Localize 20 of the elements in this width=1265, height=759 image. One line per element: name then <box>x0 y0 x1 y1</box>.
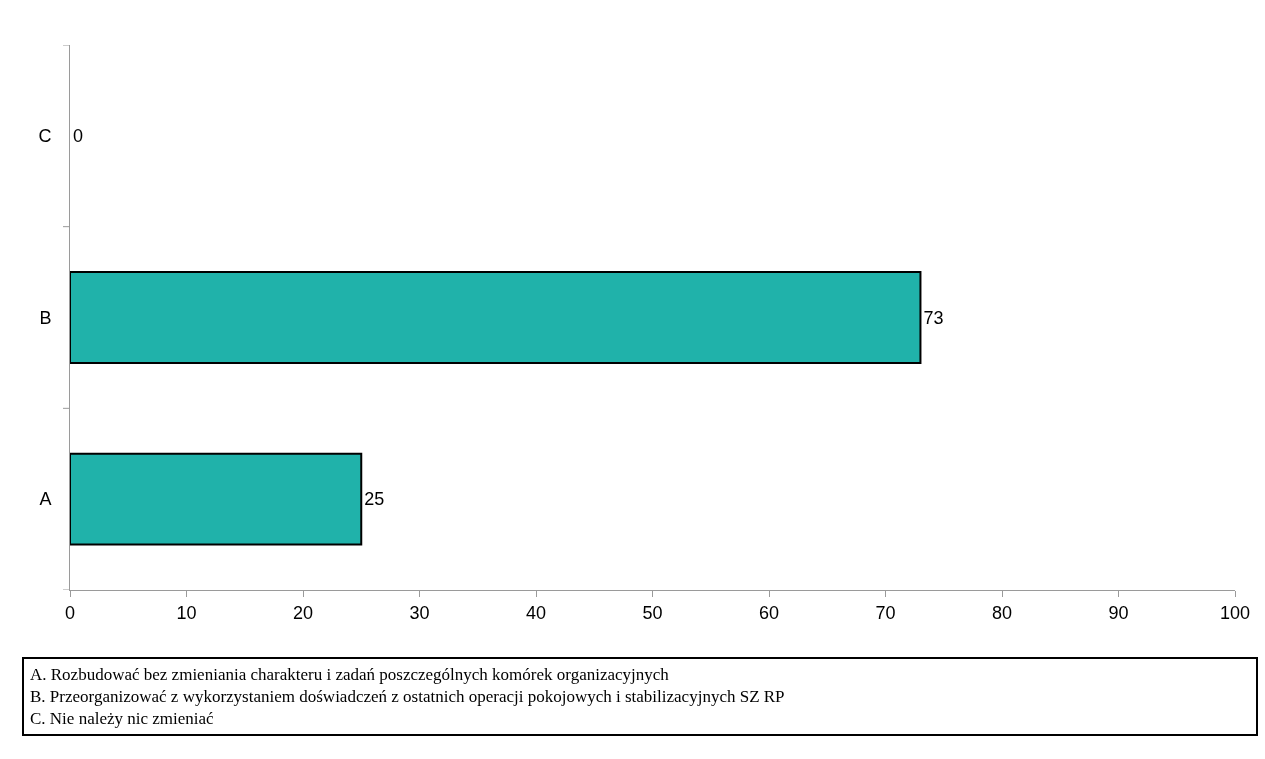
x-tick-label: 50 <box>642 602 663 623</box>
x-tick-label: 30 <box>409 602 430 623</box>
x-tick-label: 0 <box>64 602 76 623</box>
x-tick-label: 40 <box>525 602 547 623</box>
x-tick-label: 80 <box>991 602 1013 623</box>
text: A. Rozbudować bez zmieniania charakteru i zadań poszczególnych komórek organizacyjnych <box>30 665 670 684</box>
data-label: 0 <box>73 125 84 146</box>
y-tick-label: A <box>39 489 52 510</box>
data-label: 25 <box>364 489 385 510</box>
y-tick-label: B <box>39 307 52 328</box>
x-tick-label: 100 <box>1219 602 1251 623</box>
data-label: 73 <box>923 307 944 328</box>
x-tick-label: 90 <box>1108 602 1129 623</box>
x-tick-label: 20 <box>292 602 314 623</box>
x-tick-label: 10 <box>176 602 197 623</box>
x-tick-label: 70 <box>875 602 896 623</box>
text: C. Nie należy nic zmieniać <box>30 709 215 729</box>
text: B. Przeorganizować z wykorzystaniem doświadczeń z ostatnich operacji pokojowych i stabilizacyjnych SZ RP <box>30 687 785 707</box>
y-tick-label: C <box>38 126 52 147</box>
x-tick-label: 60 <box>758 602 780 623</box>
